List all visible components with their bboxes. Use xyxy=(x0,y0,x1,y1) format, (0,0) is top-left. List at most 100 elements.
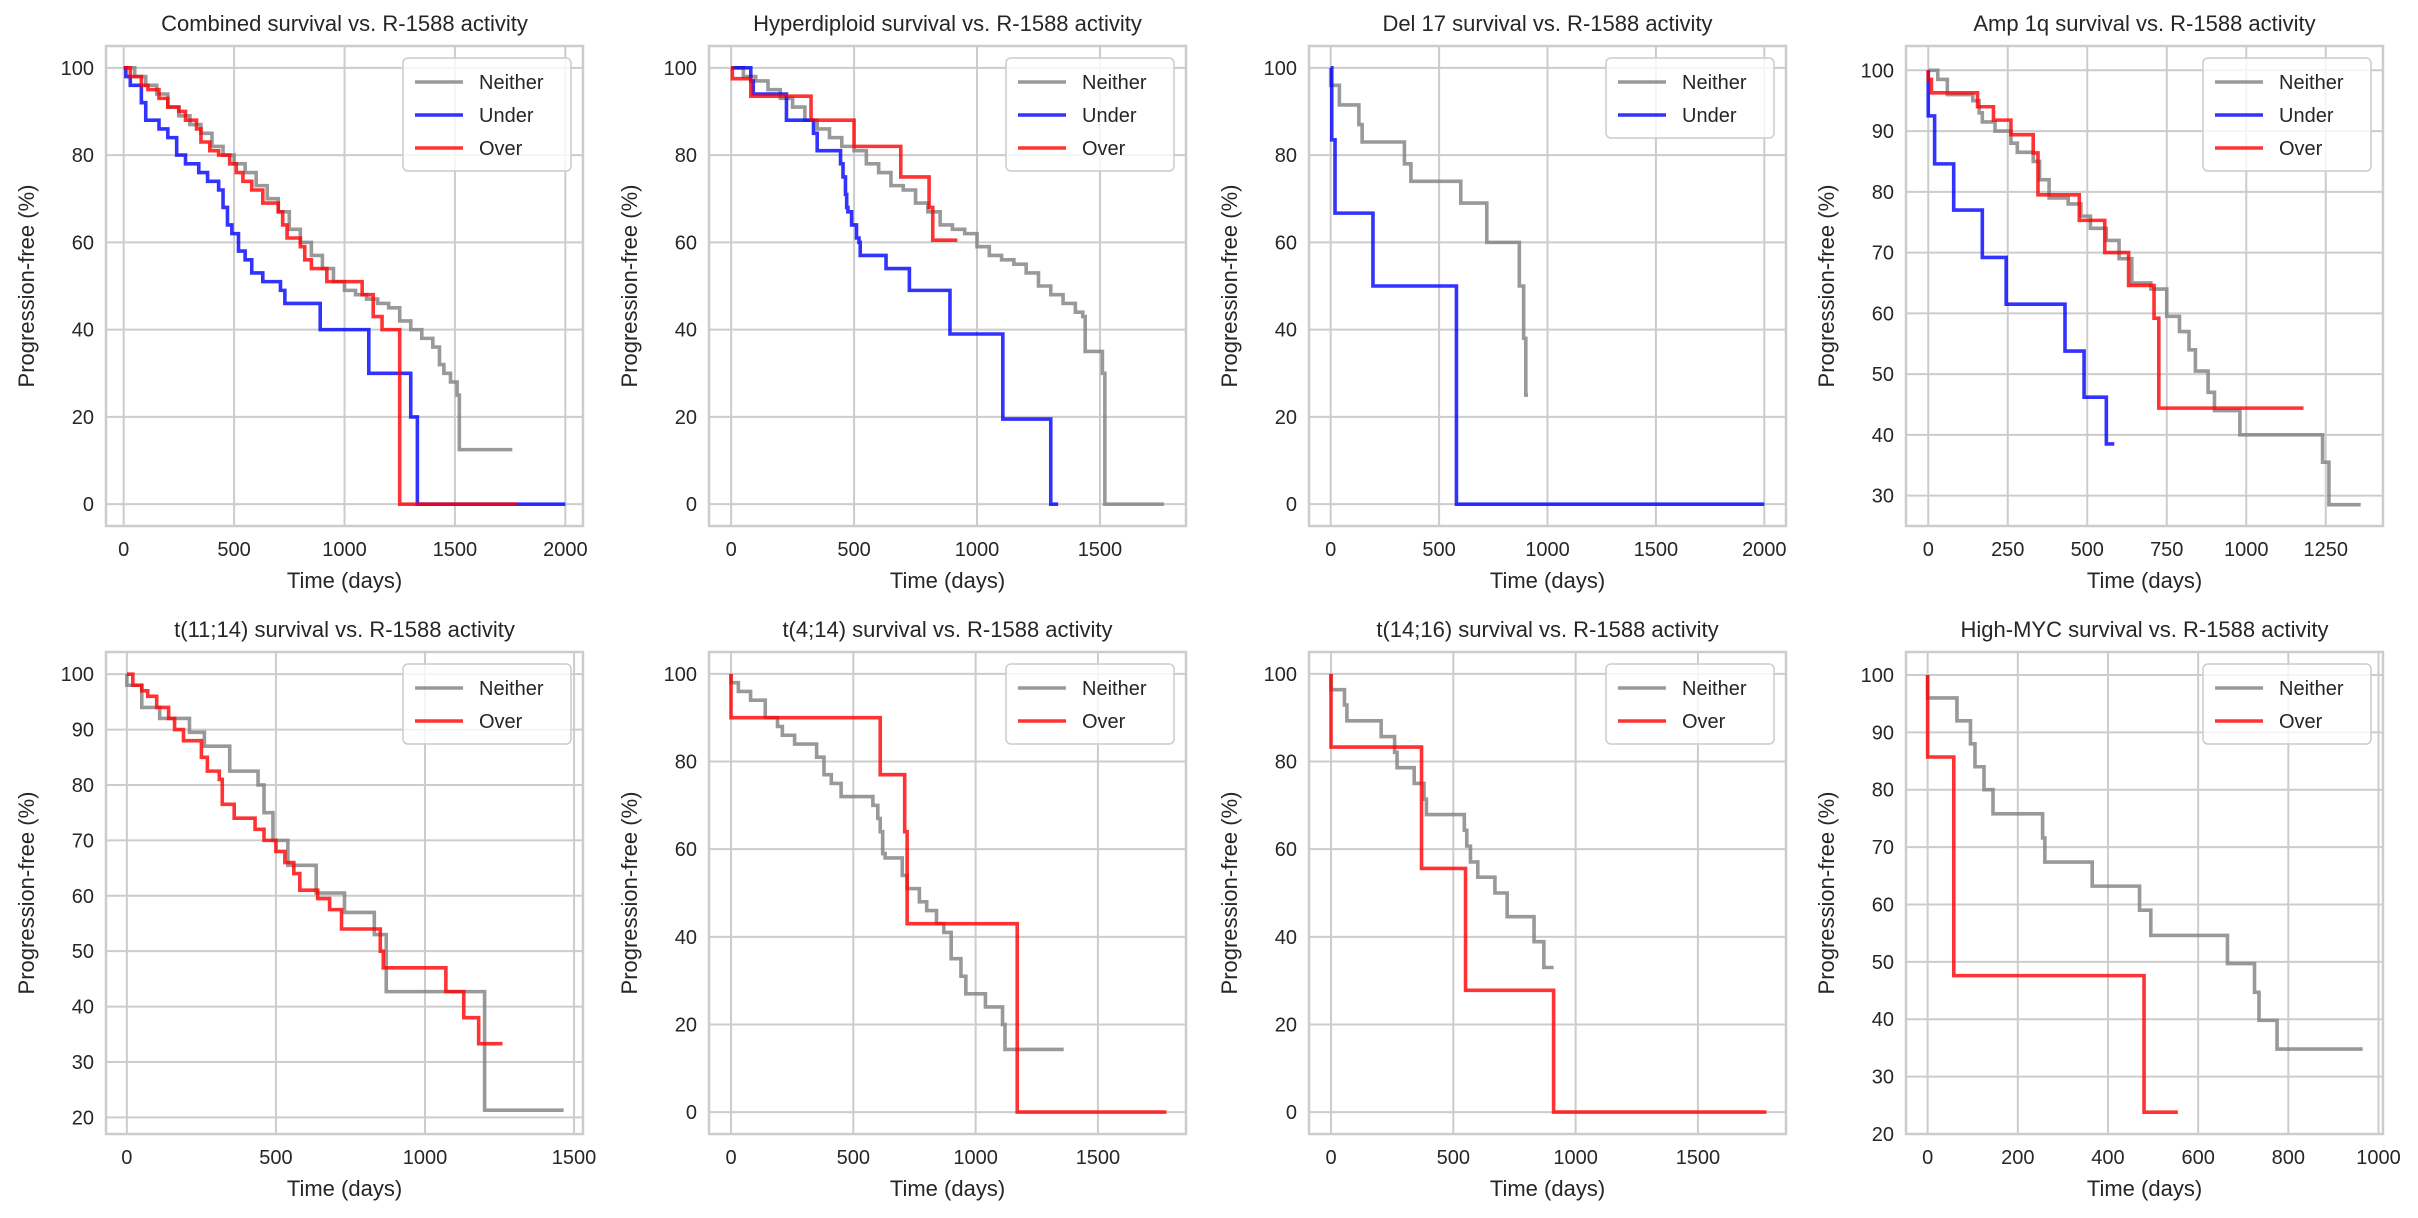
x-tick-label: 1000 xyxy=(1553,1147,1598,1169)
legend: Neither Over xyxy=(1005,663,1175,745)
x-tick-label: 500 xyxy=(1422,539,1455,561)
y-tick-label: 80 xyxy=(1872,780,1894,802)
x-tick-label: 500 xyxy=(217,539,250,561)
legend: Neither Under Over xyxy=(2202,57,2372,172)
x-tick-label: 200 xyxy=(2001,1147,2034,1169)
subplot-3: 0 500 1000 1500 2000 0 20 40 60 80 100 Del 17 survi… xyxy=(1217,11,1788,593)
x-tick-label: 1000 xyxy=(955,539,1000,561)
legend-box xyxy=(1005,663,1175,745)
y-tick-label: 100 xyxy=(1264,664,1297,686)
x-tick-label: 500 xyxy=(1437,1147,1470,1169)
y-tick-label: 60 xyxy=(1275,839,1297,861)
y-tick-label: 50 xyxy=(1872,364,1894,386)
legend-label-under: Under xyxy=(2279,105,2334,127)
axes-frame xyxy=(104,44,585,528)
axes-frame xyxy=(104,650,585,1136)
x-tick-label: 1500 xyxy=(1676,1147,1721,1169)
y-tick-label: 0 xyxy=(1286,1102,1297,1124)
y-tick-label: 60 xyxy=(72,886,94,908)
x-tick-label: 2000 xyxy=(543,539,588,561)
x-axis-label: Time (days) xyxy=(890,568,1005,593)
y-axis-label: Progression-free (%) xyxy=(617,792,642,995)
legend-label-over: Over xyxy=(1682,711,1726,733)
legend-label-over: Over xyxy=(1082,138,1126,160)
y-tick-label: 60 xyxy=(675,232,697,254)
legend-label-over: Over xyxy=(479,711,523,733)
series-over-line xyxy=(1925,674,2178,1114)
axes-frame xyxy=(707,44,1188,528)
axes-frame xyxy=(1904,650,2385,1136)
series-over-line xyxy=(1329,673,1767,1114)
legend-box xyxy=(1605,57,1775,139)
y-tick-label: 90 xyxy=(1872,722,1894,744)
series-over-line xyxy=(730,66,958,242)
y-tick-label: 30 xyxy=(1872,486,1894,508)
y-tick-label: 30 xyxy=(72,1052,94,1074)
y-tick-label: 100 xyxy=(664,58,697,80)
y-tick-label: 60 xyxy=(72,232,94,254)
x-tick-label: 2000 xyxy=(1742,539,1787,561)
y-tick-label: 20 xyxy=(1275,1014,1297,1036)
y-tick-label: 70 xyxy=(1872,243,1894,265)
legend-box xyxy=(402,663,572,745)
y-tick-label: 40 xyxy=(1275,927,1297,949)
x-tick-label: 0 xyxy=(725,1147,736,1169)
x-tick-label: 1250 xyxy=(2304,539,2349,561)
y-tick-label: 100 xyxy=(61,664,94,686)
subplot-4: 0 250 500 750 1000 1250 30 40 50 60 70 80 90 100 Amp 1… xyxy=(1814,11,2385,593)
series-neither-line xyxy=(731,66,1164,506)
y-tick-label: 60 xyxy=(1872,894,1894,916)
y-axis-label: Progression-free (%) xyxy=(617,185,642,388)
y-axis-label: Progression-free (%) xyxy=(1814,185,1839,388)
series-neither-line xyxy=(125,674,564,1112)
x-tick-label: 0 xyxy=(1325,539,1336,561)
y-tick-label: 100 xyxy=(61,58,94,80)
subplot-title: t(4;14) survival vs. R-1588 activity xyxy=(782,617,1112,642)
series-neither-line xyxy=(123,66,513,452)
x-tick-label: 1500 xyxy=(1076,1147,1121,1169)
y-axis-label: Progression-free (%) xyxy=(1814,792,1839,995)
legend-label-under: Under xyxy=(479,105,534,127)
legend-box xyxy=(2202,57,2372,172)
subplot-1: 0 500 1000 1500 2000 0 20 40 60 80 100 Combined sur… xyxy=(14,11,588,593)
legend: Neither Over xyxy=(402,663,572,745)
y-tick-label: 40 xyxy=(675,320,697,342)
legend: Neither Over xyxy=(1605,663,1775,745)
x-axis-label: Time (days) xyxy=(1490,568,1605,593)
x-tick-label: 600 xyxy=(2181,1147,2214,1169)
legend-label-neither: Neither xyxy=(479,72,544,94)
subplot-2: 0 500 1000 1500 0 20 40 60 80 100 Hyperdiploid sur… xyxy=(617,11,1188,593)
legend-label-neither: Neither xyxy=(1082,678,1147,700)
x-axis-label: Time (days) xyxy=(2087,1176,2202,1201)
legend: Neither Over xyxy=(2202,663,2372,745)
legend-label-under: Under xyxy=(1082,105,1137,127)
series-under-line xyxy=(1926,70,2115,446)
x-tick-label: 0 xyxy=(121,1147,132,1169)
series-over-line xyxy=(729,673,1167,1114)
subplot-title: t(14;16) survival vs. R-1588 activity xyxy=(1376,617,1718,642)
legend-label-neither: Neither xyxy=(1682,678,1747,700)
axes-frame xyxy=(707,650,1188,1136)
series-neither-line xyxy=(1329,673,1554,970)
y-tick-label: 50 xyxy=(1872,952,1894,974)
y-tick-label: 70 xyxy=(72,830,94,852)
y-tick-label: 80 xyxy=(675,145,697,167)
x-tick-label: 1000 xyxy=(1525,539,1570,561)
y-tick-label: 40 xyxy=(1872,1009,1894,1031)
axes-frame xyxy=(1307,650,1788,1136)
series-neither-line xyxy=(1328,67,1528,397)
legend-label-neither: Neither xyxy=(2279,678,2344,700)
y-tick-label: 100 xyxy=(1264,58,1297,80)
y-tick-label: 20 xyxy=(675,407,697,429)
axes-frame xyxy=(1904,44,2385,528)
y-tick-label: 20 xyxy=(1275,407,1297,429)
axes-frame xyxy=(1307,44,1788,528)
y-tick-label: 80 xyxy=(1275,752,1297,774)
x-tick-label: 0 xyxy=(726,539,737,561)
x-tick-label: 1500 xyxy=(433,539,478,561)
x-tick-label: 1000 xyxy=(2356,1147,2401,1169)
x-tick-label: 0 xyxy=(118,539,129,561)
legend-label-neither: Neither xyxy=(1082,72,1147,94)
subplot-title: High-MYC survival vs. R-1588 activity xyxy=(1961,617,2329,642)
y-tick-label: 40 xyxy=(72,320,94,342)
